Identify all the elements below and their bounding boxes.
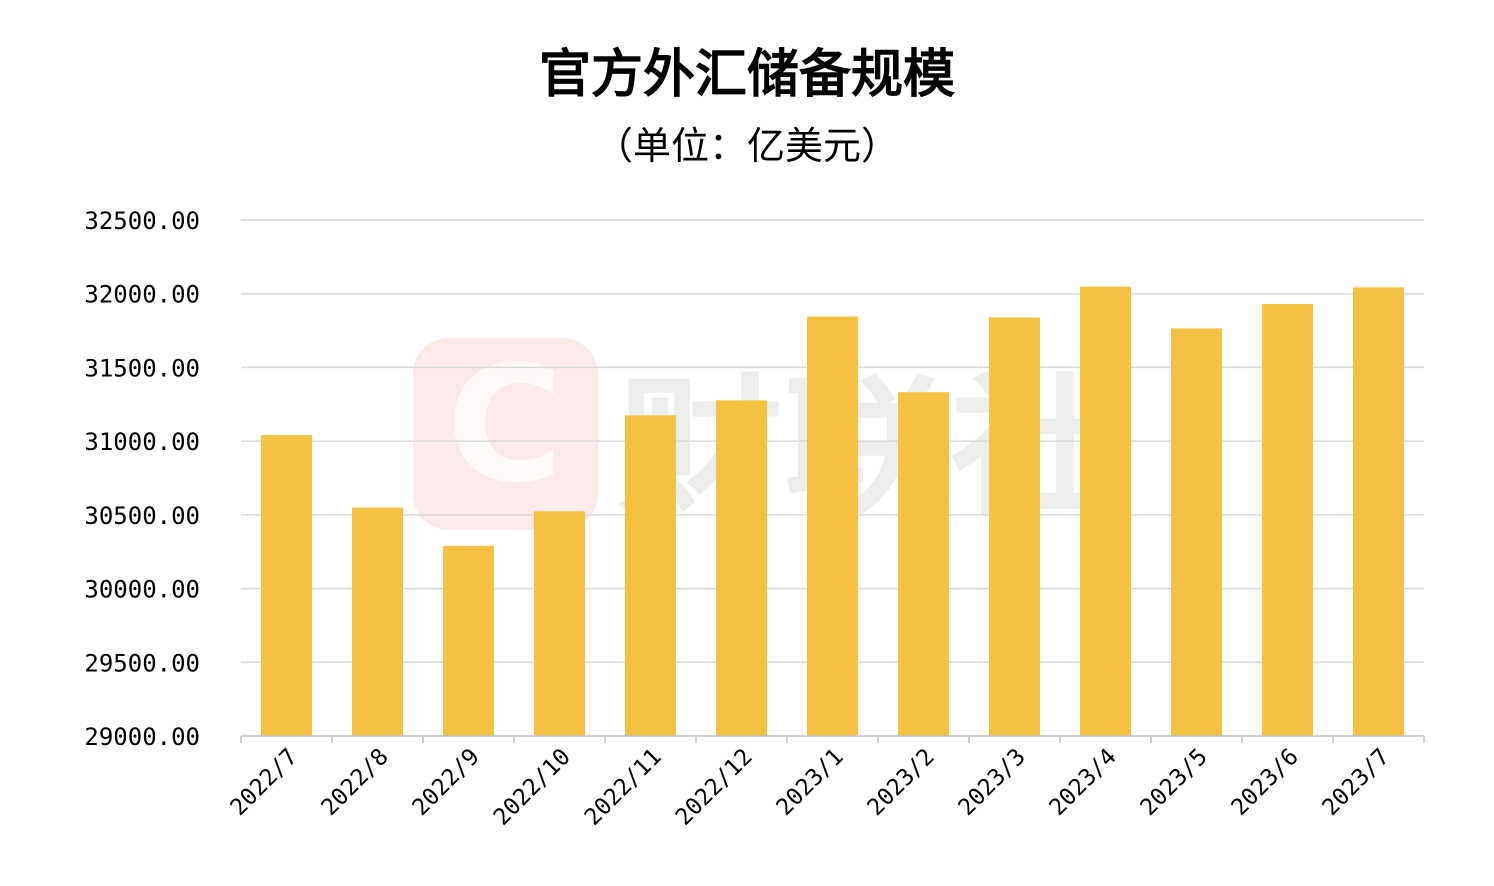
watermark-logo-icon [413,338,598,530]
x-tick-label: 2023/4 [1045,744,1122,821]
bar [1262,304,1313,736]
bar [898,392,949,736]
chart-title: 官方外汇储备规模 [538,45,955,105]
x-axis-ticks: 2022/7 2022/8 2022/9 2022/10 2022/11 2022/12 2… [226,744,1395,831]
y-tick-label: 30000.00 [84,576,200,604]
x-tick-label: 2022/8 [317,744,394,821]
y-tick-label: 32000.00 [84,281,200,309]
x-tick-label: 2023/7 [1318,744,1395,821]
bar [1171,328,1222,736]
x-tick-label: 2023/3 [954,744,1031,821]
x-tick-label: 2022/12 [671,744,758,831]
y-tick-label: 31500.00 [84,354,200,382]
x-tick-label: 2023/2 [863,744,940,821]
x-tick-label: 2022/10 [489,744,576,831]
x-tick-label: 2022/7 [226,744,303,821]
x-tick-label: 2022/11 [580,744,667,831]
x-tick-label: 2022/9 [408,744,485,821]
y-tick-label: 32500.00 [84,207,200,235]
bar [443,545,494,736]
chart-subtitle: （单位：亿美元） [594,124,899,168]
axes [240,735,1425,743]
y-tick-label: 30500.00 [84,502,200,530]
bar [352,507,403,736]
x-tick-label: 2023/6 [1227,744,1304,821]
bar [1080,286,1131,736]
bar [989,317,1040,736]
bars [261,286,1404,736]
watermark-text: 财联社 [617,362,1117,536]
y-tick-label: 29000.00 [84,723,200,751]
bar [807,316,858,736]
y-tick-label: 29500.00 [84,649,200,677]
y-tick-label: 31000.00 [84,428,200,456]
bar [1353,287,1404,736]
x-tick-label: 2023/1 [772,744,849,821]
bar [534,511,585,736]
x-tick-label: 2023/5 [1136,744,1213,821]
bar [716,400,767,736]
watermark-logo-letter: C [446,331,563,518]
y-axis-ticks: 29000.00 29500.00 30000.00 30500.00 31000.00… [84,207,200,751]
bar [261,435,312,736]
bar [625,415,676,736]
